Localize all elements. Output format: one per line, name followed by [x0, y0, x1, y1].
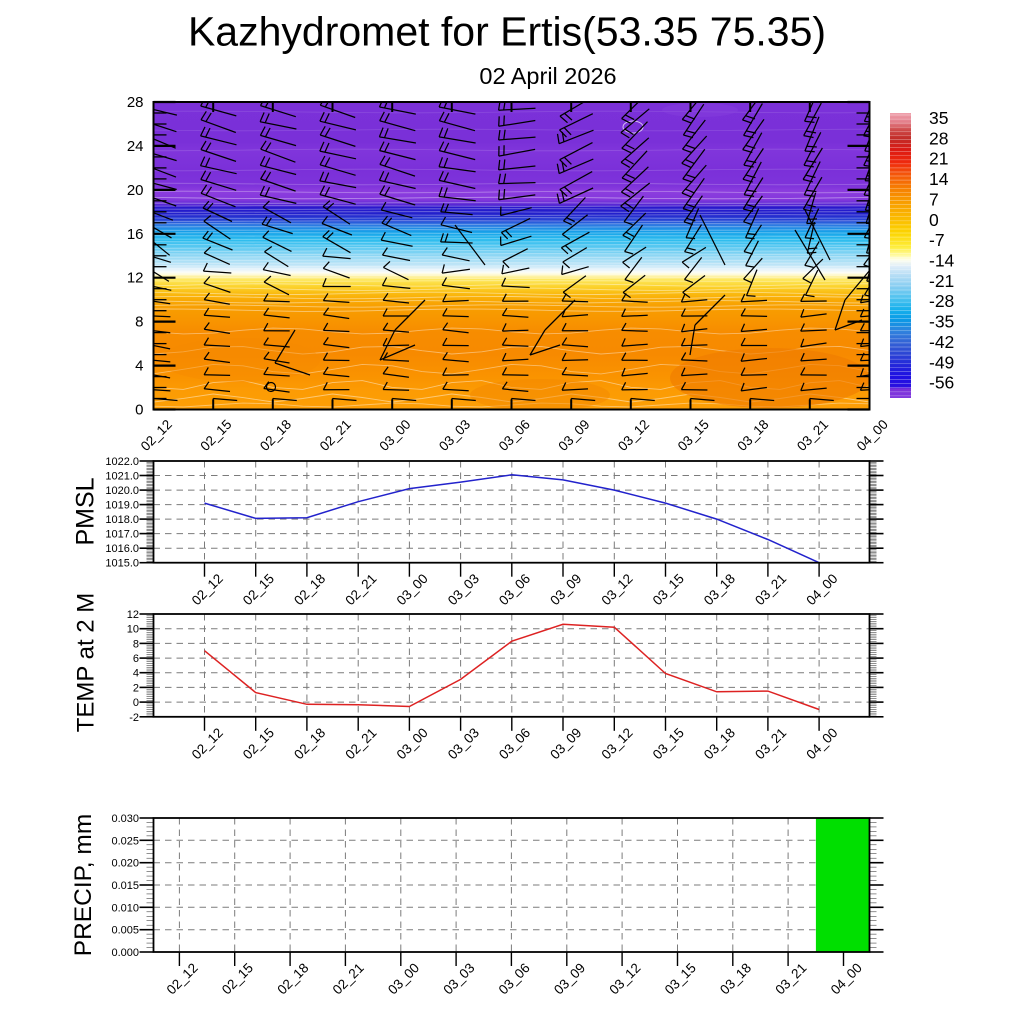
- svg-text:28: 28: [929, 128, 948, 148]
- svg-text:02 April 2026: 02 April 2026: [479, 63, 616, 89]
- svg-text:4: 4: [135, 358, 143, 375]
- svg-text:1018.0: 1018.0: [105, 514, 139, 526]
- svg-text:10: 10: [127, 624, 139, 636]
- svg-text:12: 12: [127, 609, 139, 621]
- svg-text:0.000: 0.000: [111, 947, 139, 959]
- svg-text:TEMP at 2 M: TEMP at 2 M: [73, 593, 100, 733]
- svg-text:1022.0: 1022.0: [105, 456, 139, 468]
- svg-text:0: 0: [135, 402, 143, 419]
- svg-text:24: 24: [127, 138, 144, 155]
- svg-text:-21: -21: [929, 271, 954, 291]
- svg-text:0.005: 0.005: [111, 925, 139, 937]
- svg-text:1019.0: 1019.0: [105, 500, 139, 512]
- svg-text:-7: -7: [929, 230, 945, 250]
- svg-text:20: 20: [127, 182, 144, 199]
- svg-text:16: 16: [127, 226, 144, 243]
- svg-text:0.010: 0.010: [111, 902, 139, 914]
- svg-text:1016.0: 1016.0: [105, 543, 139, 555]
- svg-text:0.030: 0.030: [111, 813, 139, 825]
- svg-text:-28: -28: [929, 291, 954, 311]
- svg-text:-56: -56: [929, 373, 954, 393]
- svg-text:35: 35: [929, 108, 948, 128]
- svg-text:14: 14: [929, 169, 949, 189]
- svg-text:7: 7: [929, 189, 939, 209]
- svg-text:0.015: 0.015: [111, 880, 139, 892]
- svg-text:8: 8: [133, 638, 139, 650]
- svg-text:1021.0: 1021.0: [105, 471, 139, 483]
- svg-text:Kazhydromet for Ertis(53.35 75: Kazhydromet for Ertis(53.35 75.35): [188, 9, 826, 55]
- svg-text:1020.0: 1020.0: [105, 485, 139, 497]
- svg-text:12: 12: [127, 270, 144, 287]
- svg-text:6: 6: [133, 653, 139, 665]
- svg-text:0.025: 0.025: [111, 835, 139, 847]
- svg-text:0.020: 0.020: [111, 858, 139, 870]
- svg-text:-14: -14: [929, 251, 955, 271]
- svg-text:2: 2: [133, 682, 139, 694]
- svg-text:28: 28: [127, 94, 144, 111]
- svg-text:-2: -2: [129, 712, 139, 724]
- svg-text:PRECIP, mm: PRECIP, mm: [70, 814, 97, 957]
- svg-text:4: 4: [133, 668, 139, 680]
- svg-text:1017.0: 1017.0: [105, 529, 139, 541]
- svg-text:8: 8: [135, 314, 143, 331]
- svg-text:PMSL: PMSL: [72, 477, 100, 545]
- svg-text:-35: -35: [929, 312, 954, 332]
- svg-text:-49: -49: [929, 352, 954, 372]
- svg-text:0: 0: [133, 697, 139, 709]
- svg-text:-42: -42: [929, 332, 954, 352]
- svg-text:21: 21: [929, 149, 948, 169]
- svg-text:0: 0: [929, 210, 939, 230]
- svg-text:1015.0: 1015.0: [105, 558, 139, 570]
